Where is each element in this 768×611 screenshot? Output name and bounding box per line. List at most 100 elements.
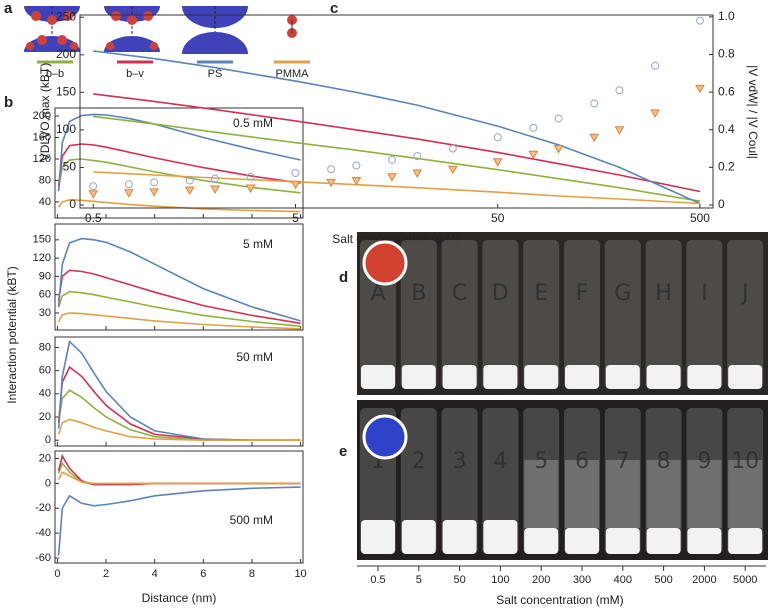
vial-label: 10 — [731, 449, 759, 474]
vial — [727, 240, 764, 389]
vial-liquid — [361, 365, 395, 389]
vial — [686, 240, 723, 389]
vial-liquid — [728, 528, 763, 554]
data-point — [184, 186, 195, 195]
data-point — [246, 172, 255, 181]
legend-label: b–v — [126, 68, 144, 80]
data-point — [123, 189, 134, 198]
panel-label: d — [339, 269, 348, 286]
data-point — [149, 188, 159, 197]
plot-frame — [79, 14, 714, 209]
y-tick-label: 60 — [39, 289, 51, 301]
x-tick-label: 2000 — [692, 574, 716, 586]
legend-label: PS — [208, 68, 223, 80]
x-tick-label: 10 — [294, 568, 306, 580]
data-line — [57, 312, 301, 330]
vial-liquid — [646, 528, 681, 554]
y-tick-label: 0 — [69, 197, 76, 211]
y-tick-label: 200 — [33, 110, 51, 122]
y2-tick-label: 0 — [718, 197, 725, 211]
data-point — [493, 133, 502, 142]
x-tick-label: 4 — [152, 568, 158, 580]
vial-label: 6 — [575, 449, 589, 474]
y-tick-label: 0 — [45, 477, 51, 489]
plot-frame — [54, 336, 304, 447]
vial-label: H — [655, 281, 672, 306]
annotation: 5 mM — [243, 237, 273, 251]
data-point — [614, 126, 625, 135]
vial-liquid — [401, 365, 436, 389]
data-point — [650, 109, 660, 118]
data-point — [589, 133, 600, 143]
data-point — [245, 184, 256, 194]
vial-label: 8 — [657, 449, 671, 474]
y-tick-label: 150 — [33, 234, 51, 246]
data-point — [185, 176, 194, 185]
data-point — [615, 86, 624, 95]
vial-label: 9 — [697, 449, 711, 474]
data-line — [57, 418, 301, 441]
data-line — [57, 389, 301, 441]
vial-label: 7 — [616, 449, 630, 474]
data-point — [553, 145, 564, 154]
data-line — [57, 198, 301, 213]
y-tick-label: 30 — [39, 307, 51, 319]
data-line — [57, 143, 301, 186]
data-point — [695, 84, 705, 94]
data-line — [57, 461, 301, 486]
y-tick-label: 80 — [39, 174, 51, 186]
vial-liquid — [565, 365, 599, 389]
vial — [523, 240, 560, 389]
data-line — [57, 237, 301, 322]
vial-label: C — [452, 281, 467, 306]
data-line — [57, 453, 301, 486]
x-tick-label: 50 — [453, 574, 465, 586]
y2-tick-label: 1.0 — [718, 9, 735, 23]
data-point — [211, 174, 220, 183]
panel-label: c — [330, 0, 338, 17]
vial-label: 5 — [534, 449, 548, 474]
plot-frame — [54, 450, 304, 564]
vial-liquid — [687, 528, 722, 554]
y2-tick-label: 0.2 — [718, 160, 735, 174]
annotation: 0.5 mM — [233, 116, 273, 130]
vial — [441, 240, 478, 389]
annotation: 50 mM — [236, 350, 273, 364]
plot-frame — [54, 107, 304, 219]
data-point — [290, 180, 301, 190]
x-tick-label: 500 — [654, 574, 672, 586]
x-tick-label: 5 — [292, 211, 299, 225]
vial-haze — [728, 460, 763, 528]
x-tick-label: 2 — [103, 568, 109, 580]
vial-haze — [646, 460, 681, 528]
vial-label: G — [614, 281, 631, 306]
x-tick-label: 5000 — [733, 574, 757, 586]
x-tick-label: 0.5 — [370, 574, 385, 586]
y-tick-label: 40 — [39, 196, 51, 208]
y-tick-label: 120 — [33, 153, 51, 165]
vial-label: F — [576, 281, 589, 306]
annotation: 500 mM — [230, 513, 273, 527]
y-tick-label: 0 — [45, 434, 51, 446]
y-tick-label: 50 — [63, 160, 77, 174]
data-point — [448, 144, 457, 153]
y-tick-label: 200 — [56, 47, 76, 61]
x-tick-label: 0.5 — [85, 211, 102, 225]
panel-label: a — [4, 0, 13, 17]
x-tick-label: 8 — [249, 568, 255, 580]
data-line — [93, 115, 701, 202]
y-tick-label: -40 — [35, 527, 51, 539]
data-line — [57, 340, 301, 441]
vial-haze — [687, 460, 722, 528]
vial-haze — [605, 460, 640, 528]
y-tick-label: 40 — [39, 388, 51, 400]
x-tick-label: 300 — [573, 574, 591, 586]
data-point — [412, 169, 423, 179]
vial-liquid — [605, 528, 640, 554]
y-tick-label: 100 — [56, 122, 76, 136]
panel-label: e — [339, 443, 347, 460]
y-tick-label: 250 — [56, 9, 76, 23]
panel-label: b — [4, 94, 13, 111]
data-point — [210, 185, 220, 195]
inset-icon — [362, 240, 408, 286]
